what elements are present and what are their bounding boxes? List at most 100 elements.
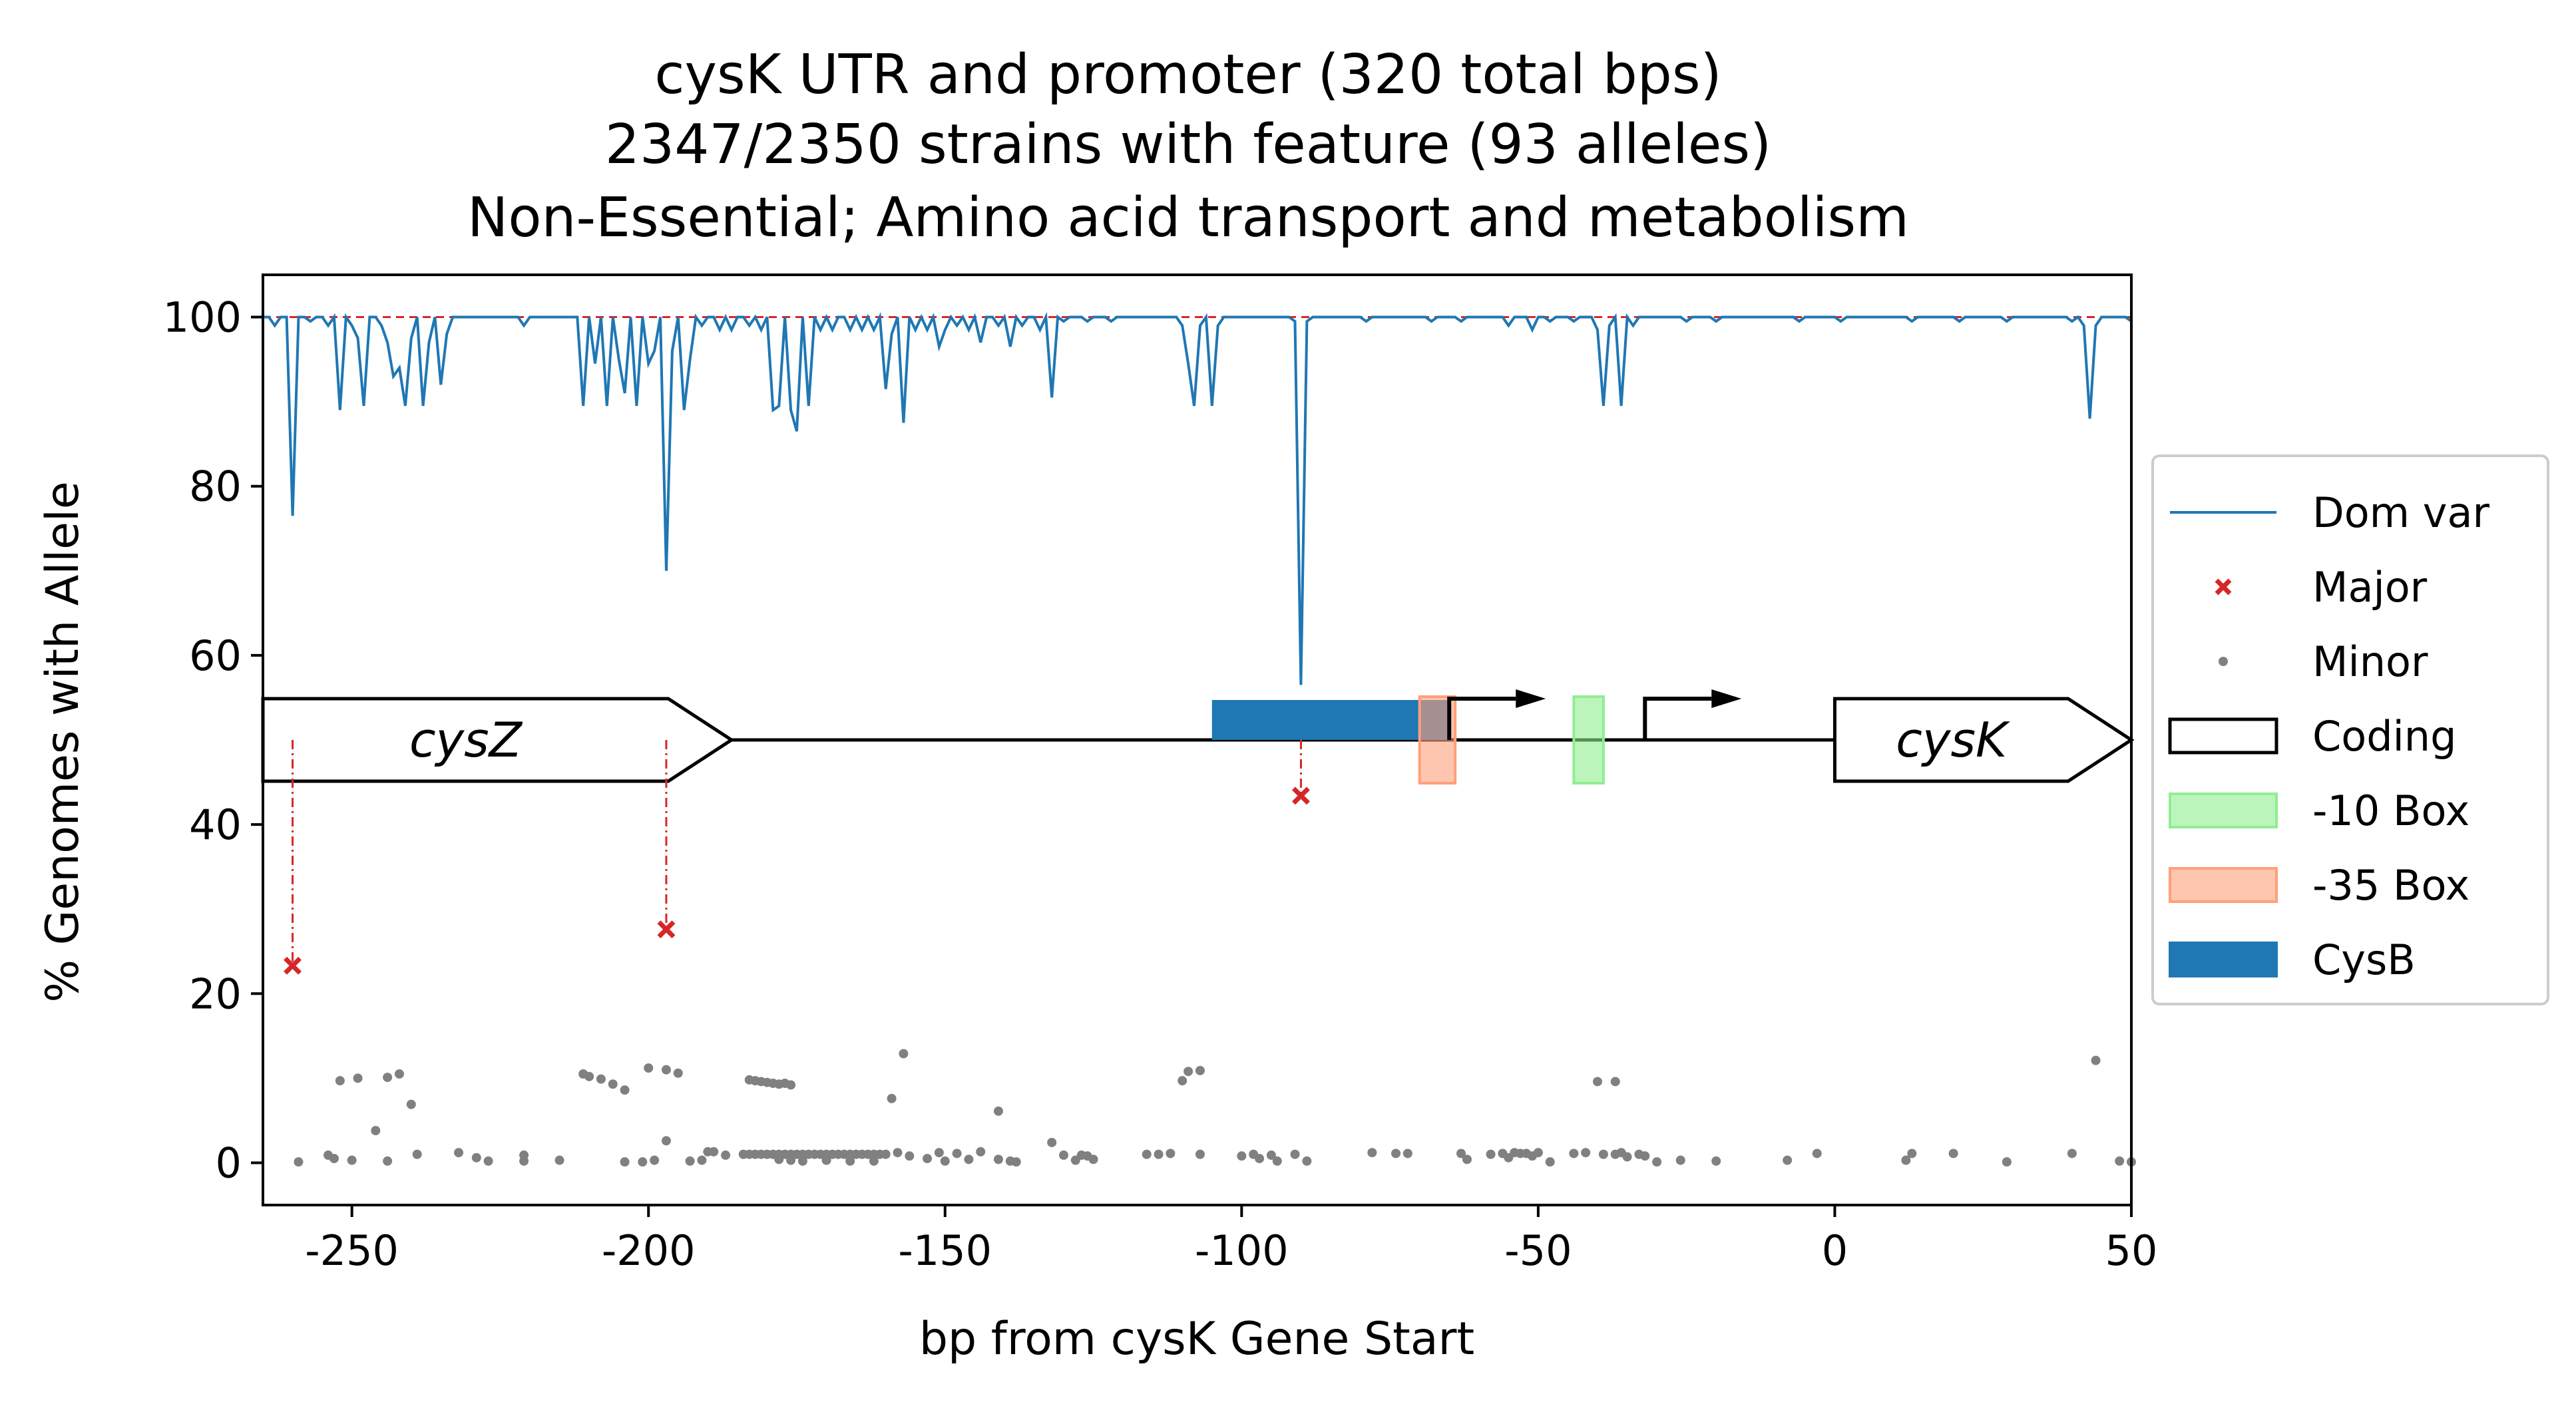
minor-allele-point	[371, 1126, 381, 1136]
minor-allele-point	[1178, 1076, 1187, 1086]
minor-allele-point	[584, 1071, 594, 1081]
cysb-binding-box	[1211, 700, 1450, 740]
minor-allele-point	[1154, 1149, 1164, 1159]
minor-allele-point	[519, 1156, 529, 1166]
y-tick-label: 100	[163, 293, 242, 342]
minor-allele-point	[353, 1073, 363, 1083]
y-axis-ticks: 0 20 40 60 80 100	[163, 293, 263, 1187]
legend-label: -35 Box	[2312, 861, 2469, 910]
x-tick-label: -200	[602, 1226, 696, 1275]
minor-allele-point	[1142, 1149, 1152, 1159]
gene-annotations: cysZ cysK	[261, 689, 2135, 785]
minor-allele-point	[335, 1076, 345, 1086]
minor-allele-point	[608, 1079, 618, 1089]
minor-allele-point	[1302, 1156, 1312, 1166]
y-tick-label: 0	[216, 1139, 242, 1187]
legend-swatch-35-box	[2169, 867, 2278, 903]
minor-allele-point	[1266, 1150, 1276, 1160]
y-tick-label: 40	[189, 800, 242, 849]
legend-label: Coding	[2312, 712, 2456, 761]
legend-label: Major	[2312, 563, 2428, 612]
minor-allele-point	[893, 1148, 903, 1158]
minor-allele-point	[638, 1157, 648, 1167]
x-tick-label: -100	[1195, 1226, 1289, 1275]
minor-allele-point	[1640, 1151, 1650, 1161]
legend-label: Minor	[2312, 637, 2428, 686]
minor-allele-point	[709, 1146, 719, 1156]
minor-allele-point	[774, 1154, 784, 1164]
minor-allele-point	[554, 1155, 564, 1165]
minor-allele-point	[899, 1049, 909, 1059]
dominant-variant-line	[263, 311, 2133, 685]
minor-allele-point	[1948, 1148, 1958, 1158]
minor-allele-point	[383, 1156, 393, 1166]
title-line-1: cysK UTR and promoter (320 total bps)	[654, 43, 1721, 106]
minor-allele-point	[1675, 1155, 1685, 1165]
minor-allele-point	[786, 1155, 796, 1165]
dominant-variant-series	[263, 311, 2133, 685]
minor-allele-point	[1598, 1149, 1608, 1159]
coding-gene-cysK	[1832, 697, 2135, 783]
minor-allele-point	[881, 1149, 891, 1159]
minor-allele-point	[412, 1149, 422, 1159]
x-tick-label: 50	[2105, 1226, 2158, 1275]
major-allele-points	[284, 740, 1310, 975]
gene-label-cysZ: cysZ	[409, 712, 523, 768]
minor-allele-point	[2067, 1148, 2077, 1158]
minor-allele-point	[869, 1156, 879, 1166]
plot-frame	[262, 273, 2133, 1206]
minor-allele-point	[786, 1080, 796, 1090]
x-tick-label: -250	[305, 1226, 399, 1275]
gene-label-cysK: cysK	[1896, 712, 2010, 768]
minor-allele-point	[845, 1156, 855, 1166]
minor-allele-point	[596, 1074, 606, 1084]
minor-allele-point	[1367, 1148, 1377, 1158]
minor-allele-point	[1272, 1156, 1282, 1166]
minor-allele-point	[661, 1136, 671, 1146]
minor-allele-point	[1545, 1157, 1555, 1167]
minor-allele-point	[1783, 1155, 1793, 1165]
tss-arrow-head-2	[1711, 689, 1742, 708]
minor-allele-point	[940, 1156, 950, 1166]
minus10-box	[1572, 695, 1605, 785]
minor-allele-point	[471, 1152, 481, 1162]
minor-allele-point	[1166, 1148, 1176, 1158]
minor-allele-point	[1901, 1155, 1911, 1165]
minor-allele-point	[1610, 1077, 1620, 1087]
minor-allele-point	[620, 1157, 630, 1167]
minor-allele-point	[1059, 1150, 1068, 1160]
minor-allele-point	[1593, 1077, 1602, 1087]
legend: Dom var Major Minor Coding -10 Box -35 Box Cys…	[2151, 454, 2549, 1005]
legend-swatch-minor	[2219, 657, 2228, 666]
minor-allele-point	[685, 1156, 695, 1166]
minor-allele-point	[797, 1156, 807, 1166]
minor-allele-point	[650, 1155, 660, 1165]
minor-allele-point	[1812, 1148, 1822, 1158]
minor-allele-point	[697, 1155, 707, 1165]
major-allele-marker	[284, 956, 302, 975]
minor-allele-point	[483, 1156, 493, 1166]
major-allele-marker	[1291, 787, 1310, 805]
minor-allele-points	[294, 1049, 2136, 1167]
y-axis-label: % Genomes with Allele	[37, 481, 89, 1002]
minor-allele-point	[993, 1106, 1003, 1116]
minor-allele-point	[383, 1073, 393, 1083]
minor-allele-point	[2091, 1055, 2101, 1065]
minor-allele-point	[1581, 1148, 1591, 1158]
minor-allele-point	[1711, 1156, 1721, 1166]
x-tick-label: 0	[1822, 1226, 1848, 1275]
minor-allele-point	[1047, 1137, 1057, 1147]
minor-allele-point	[454, 1148, 464, 1158]
y-tick-label: 60	[189, 631, 242, 680]
tss-arrow-head-1	[1516, 689, 1546, 708]
minor-allele-point	[1456, 1148, 1466, 1158]
minor-allele-point	[1195, 1149, 1205, 1159]
x-tick-label: -150	[898, 1226, 992, 1275]
minor-allele-point	[1652, 1157, 1662, 1167]
title-line-2: 2347/2350 strains with feature (93 allel…	[605, 113, 1771, 176]
minor-allele-point	[976, 1146, 986, 1156]
minor-allele-point	[964, 1154, 974, 1164]
minor-allele-point	[1255, 1154, 1265, 1164]
minor-allele-point	[1622, 1152, 1632, 1162]
